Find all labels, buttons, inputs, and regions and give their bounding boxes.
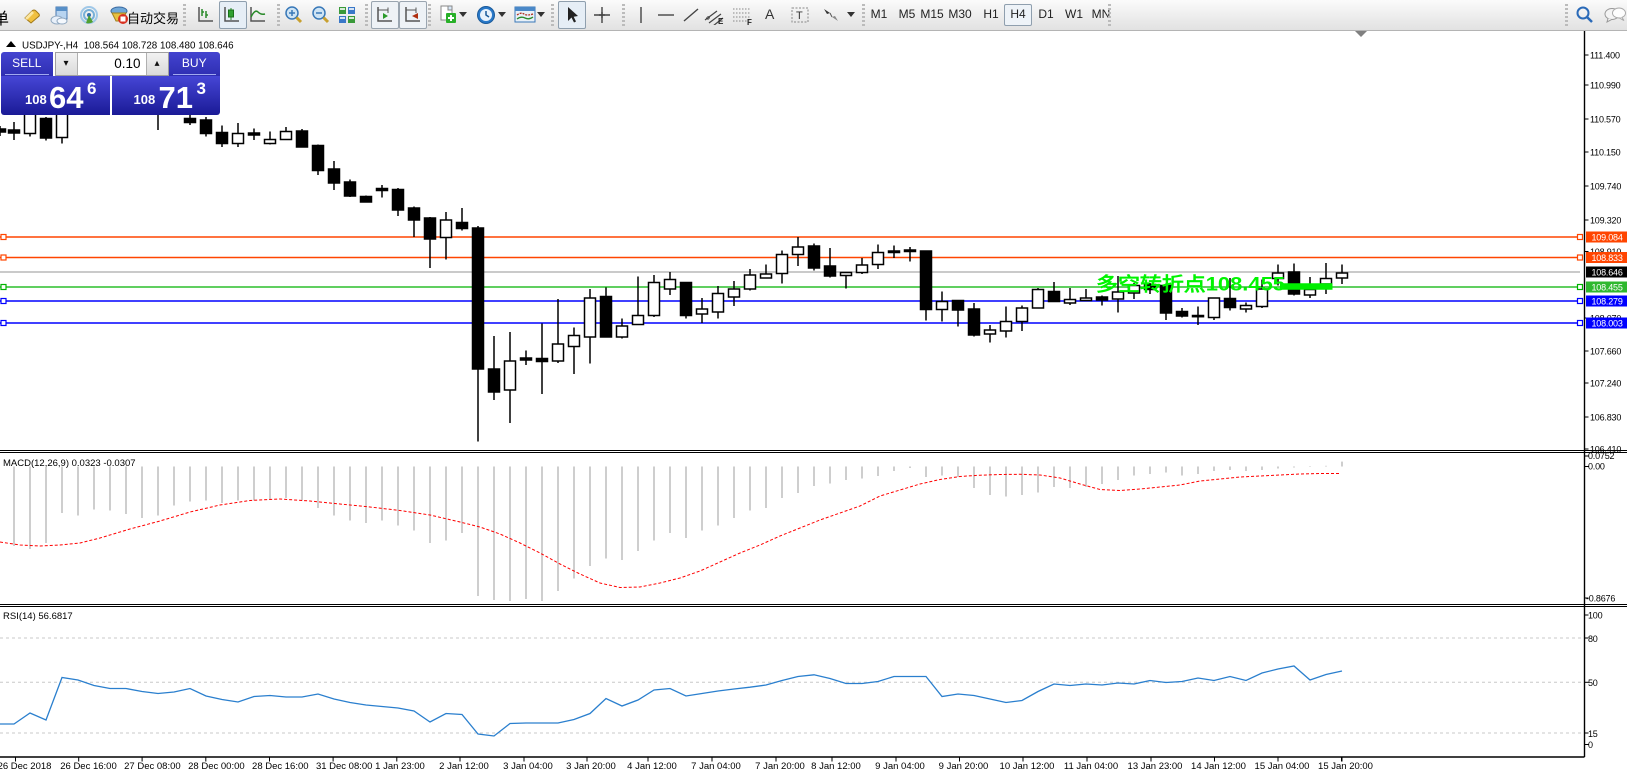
svg-text:111.400: 111.400 [1590, 51, 1620, 61]
svg-text:11 Jan 04:00: 11 Jan 04:00 [1064, 761, 1118, 772]
svg-text:50: 50 [1588, 678, 1598, 688]
svg-text:107.660: 107.660 [1590, 347, 1621, 357]
svg-text:106.830: 106.830 [1590, 413, 1621, 423]
svg-text:8 Jan 12:00: 8 Jan 12:00 [811, 761, 861, 772]
svg-text:28 Dec 16:00: 28 Dec 16:00 [252, 761, 309, 772]
svg-text:0: 0 [1588, 740, 1593, 750]
svg-text:T: T [796, 10, 803, 22]
svg-text:USDJPY-,H4 108.564 108.728 10: USDJPY-,H4 108.564 108.728 108.480 108.6… [22, 41, 234, 52]
svg-text:110.990: 110.990 [1590, 81, 1621, 91]
svg-text:15 Jan 20:00: 15 Jan 20:00 [1318, 761, 1373, 772]
svg-text:0.0752: 0.0752 [1588, 451, 1615, 461]
svg-text:2 Jan 12:00: 2 Jan 12:00 [439, 761, 489, 772]
svg-text:80: 80 [1588, 634, 1598, 644]
svg-text:26 Dec 16:00: 26 Dec 16:00 [60, 761, 117, 772]
svg-text:107.240: 107.240 [1590, 379, 1621, 389]
svg-text:1 Jan 23:00: 1 Jan 23:00 [375, 761, 425, 772]
svg-text:-0.8676: -0.8676 [1586, 594, 1615, 604]
svg-text:14 Jan 12:00: 14 Jan 12:00 [1191, 761, 1246, 772]
svg-text:100: 100 [1588, 611, 1603, 621]
svg-text:31 Dec 08:00: 31 Dec 08:00 [316, 761, 373, 772]
svg-text:108.833: 108.833 [1592, 253, 1623, 263]
svg-text:106.410: 106.410 [1590, 445, 1621, 455]
svg-text:26 Dec 2018: 26 Dec 2018 [0, 761, 51, 772]
svg-text:多空转折点108.455: 多空转折点108.455 [1096, 273, 1285, 296]
svg-text:108.003: 108.003 [1592, 319, 1623, 329]
svg-text:3 Jan 20:00: 3 Jan 20:00 [566, 761, 616, 772]
svg-text:108.455: 108.455 [1592, 283, 1623, 293]
svg-text:108.279: 108.279 [1592, 297, 1623, 307]
svg-text:110.570: 110.570 [1590, 115, 1621, 125]
svg-text:9 Jan 04:00: 9 Jan 04:00 [875, 761, 925, 772]
svg-text:28 Dec 00:00: 28 Dec 00:00 [188, 761, 245, 772]
svg-text:109.084: 109.084 [1592, 233, 1623, 243]
svg-text:13 Jan 23:00: 13 Jan 23:00 [1128, 761, 1183, 772]
svg-text:F: F [747, 18, 752, 25]
svg-text:110.150: 110.150 [1590, 148, 1621, 158]
svg-text:7 Jan 04:00: 7 Jan 04:00 [691, 761, 741, 772]
svg-text:15 Jan 04:00: 15 Jan 04:00 [1255, 761, 1310, 772]
svg-text:9 Jan 20:00: 9 Jan 20:00 [939, 761, 989, 772]
svg-text:4 Jan 12:00: 4 Jan 12:00 [627, 761, 677, 772]
svg-text:E: E [718, 17, 724, 25]
svg-text:10 Jan 12:00: 10 Jan 12:00 [1000, 761, 1055, 772]
svg-text:109.740: 109.740 [1590, 182, 1621, 192]
svg-text:27 Dec 08:00: 27 Dec 08:00 [124, 761, 181, 772]
svg-text:15: 15 [1588, 729, 1598, 739]
svg-text:109.320: 109.320 [1590, 216, 1621, 226]
svg-text:0.00: 0.00 [1588, 462, 1605, 472]
svg-text:3 Jan 04:00: 3 Jan 04:00 [503, 761, 553, 772]
svg-text:RSI(14) 56.6817: RSI(14) 56.6817 [3, 611, 73, 622]
svg-text:108.646: 108.646 [1592, 268, 1623, 278]
svg-text:MACD(12,26,9) 0.0323 -0.0307: MACD(12,26,9) 0.0323 -0.0307 [3, 458, 136, 469]
svg-text:7 Jan 20:00: 7 Jan 20:00 [755, 761, 805, 772]
